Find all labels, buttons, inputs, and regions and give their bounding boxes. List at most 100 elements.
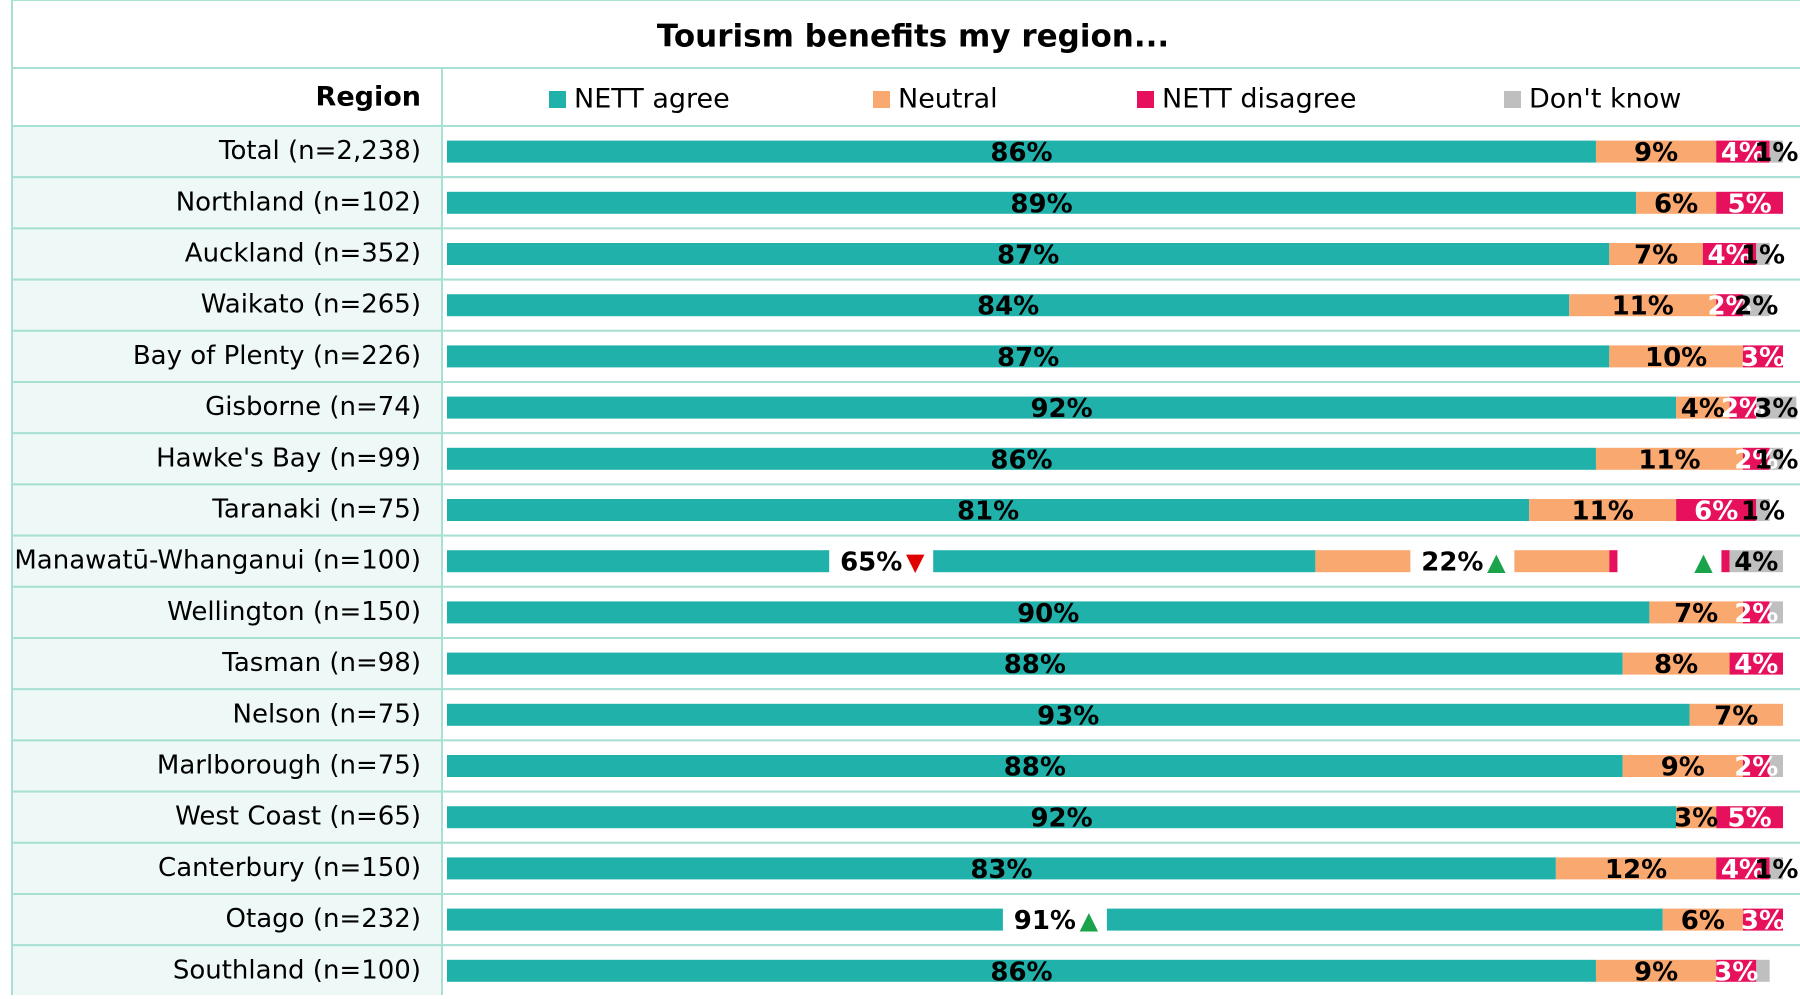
- column-header: Region: [316, 82, 421, 113]
- legend-label: NETT agree: [574, 84, 730, 115]
- value-label: 1%: [1754, 445, 1798, 475]
- value-label: 4%: [1721, 138, 1765, 168]
- bar-segment: [447, 243, 1610, 265]
- bar-segment: [1769, 601, 1783, 624]
- value-label: 7%: [1674, 599, 1718, 629]
- value-label: 12%: [1605, 855, 1667, 885]
- value-label: 92%: [1030, 394, 1092, 424]
- value-label: 4%: [1721, 855, 1765, 885]
- value-label: 2%: [1734, 445, 1778, 475]
- bar-segment: [1569, 294, 1717, 317]
- row-label-cell: [11, 893, 443, 947]
- value-label: 3%: [1674, 804, 1718, 834]
- row-label-cell: [11, 432, 443, 486]
- bar-segment: [1716, 857, 1770, 880]
- bar-segment: [1742, 908, 1783, 931]
- category-label: Otago (n=232): [226, 904, 421, 934]
- bar-segment: [1595, 447, 1743, 470]
- bar-segment: [1555, 857, 1717, 880]
- bar-segment: [1742, 755, 1770, 777]
- bar-segment: [1609, 345, 1743, 368]
- row-label-cell: [11, 841, 443, 895]
- category-label: Marlborough (n=75): [157, 751, 421, 781]
- value-label: 2%: [1734, 599, 1778, 629]
- significance-marker: ▲: [1487, 548, 1506, 576]
- bar-segment: [1716, 294, 1743, 317]
- bar-segment: [447, 447, 1596, 470]
- value-label: 3%: [1741, 343, 1785, 373]
- value-label: 84%: [977, 292, 1039, 322]
- value-label: 81%: [957, 497, 1019, 527]
- bar-segment: [1716, 140, 1770, 163]
- bar-segment: [447, 652, 1623, 675]
- bar-segment: [1609, 243, 1703, 265]
- bar-segment: [447, 396, 1677, 419]
- row-label-cell: [11, 944, 443, 998]
- value-label: 4%: [1734, 548, 1778, 578]
- value-label: 2%: [1734, 292, 1778, 322]
- value-label: 3%: [1741, 906, 1785, 936]
- value-label: 9%: [1637, 548, 1681, 578]
- bar-segment: [1769, 140, 1783, 163]
- value-label: 8%: [1654, 650, 1698, 680]
- value-label: 89%: [1010, 189, 1072, 219]
- value-label: 4%: [1681, 394, 1725, 424]
- significance-marker: ▲: [1694, 548, 1713, 576]
- value-label: 91%: [1014, 906, 1076, 936]
- category-label: Auckland (n=352): [185, 239, 421, 269]
- category-label: Waikato (n=265): [201, 290, 421, 320]
- bar-segment: [1622, 755, 1743, 777]
- bar-segment: [1756, 959, 1770, 982]
- value-label: 9%: [1634, 138, 1678, 168]
- bar-segment: [1529, 499, 1677, 521]
- label-background: [1002, 899, 1107, 940]
- row-label-cell: [11, 739, 443, 793]
- bar-segment: [1702, 243, 1757, 265]
- category-label: Manawatū-Whanganui (n=100): [14, 546, 421, 576]
- value-label: 2%: [1721, 394, 1765, 424]
- bar-segment: [1742, 447, 1770, 470]
- bar-segment: [1769, 755, 1783, 777]
- bar-segment: [1636, 191, 1717, 214]
- bar-segment: [1729, 396, 1757, 419]
- value-label: 1%: [1741, 241, 1785, 271]
- bar-segment: [1729, 652, 1783, 675]
- category-label: Nelson (n=75): [233, 699, 422, 729]
- bar-segment: [1756, 396, 1797, 419]
- category-label: Southland (n=100): [173, 955, 421, 985]
- bar-segment: [447, 857, 1556, 880]
- bar-segment: [1676, 806, 1717, 829]
- bar-segment: [447, 806, 1677, 829]
- category-label: Wellington (n=150): [167, 597, 421, 627]
- bar-segment: [447, 755, 1623, 777]
- value-label: 6%: [1681, 906, 1725, 936]
- value-label: 11%: [1612, 292, 1674, 322]
- bar-segment: [1649, 601, 1743, 624]
- category-label: Gisborne (n=74): [205, 392, 421, 422]
- bar-segment: [1716, 191, 1783, 214]
- value-label: 2%: [1734, 753, 1778, 783]
- value-label: 11%: [1638, 445, 1700, 475]
- bar-segment: [1676, 499, 1757, 521]
- category-label: Canterbury (n=150): [158, 853, 421, 883]
- value-label: 10%: [1645, 343, 1707, 373]
- bar-segment: [1716, 806, 1783, 829]
- category-label: West Coast (n=65): [175, 802, 421, 832]
- value-label: 9%: [1661, 753, 1705, 783]
- bar-segment: [1769, 447, 1783, 470]
- value-label: 87%: [997, 241, 1059, 271]
- value-label: 4%: [1707, 241, 1751, 271]
- bar-segment: [1689, 703, 1783, 726]
- value-label: 7%: [1714, 701, 1758, 731]
- value-label: 83%: [970, 855, 1032, 885]
- bar-segment: [447, 191, 1637, 214]
- legend-label: Neutral: [898, 84, 998, 115]
- legend-label: Don't know: [1529, 84, 1681, 115]
- chart-title: Tourism benefits my region...: [657, 19, 1169, 55]
- category-label: Taranaki (n=75): [211, 495, 421, 525]
- value-label: 93%: [1037, 701, 1099, 731]
- bar-segment: [1716, 959, 1757, 982]
- row-label-cell: [11, 381, 443, 435]
- category-label: Tasman (n=98): [221, 648, 421, 678]
